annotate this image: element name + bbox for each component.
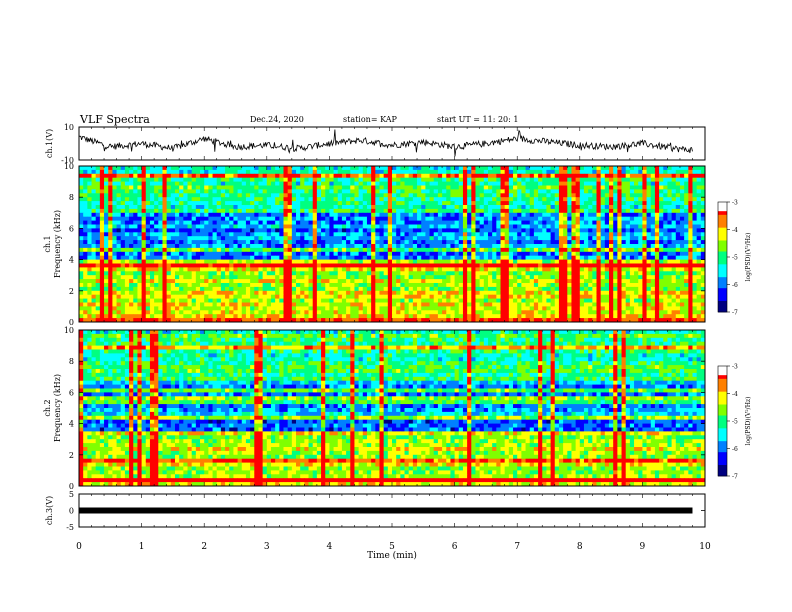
ch1-spectrogram-cells [79, 166, 706, 323]
y-tick-label: 10 [64, 162, 74, 171]
y-tick-label: 5 [69, 490, 74, 499]
y-tick-label: 8 [69, 357, 74, 366]
y-tick-label: 2 [69, 287, 74, 296]
x-axis-label: Time (min) [367, 550, 417, 561]
y-axis-label: Frequency (kHz) [53, 210, 62, 278]
x-minor-ticks [78, 166, 706, 322]
y-tick-label: 4 [69, 420, 74, 429]
ch1-trace [78, 129, 693, 157]
ch2-spectrogram-cells [79, 330, 706, 487]
y-tick-label: 10 [64, 123, 74, 132]
y-tick-label: 6 [69, 388, 74, 397]
x-tick-label: 2 [201, 542, 207, 552]
y-tick-label: 0 [69, 318, 74, 327]
x-tick-label: 0 [76, 542, 82, 552]
colorbar-tick-label: -5 [732, 419, 738, 426]
x-tick-label: 10 [699, 542, 711, 552]
y-axis-label: ch.1(V) [45, 129, 54, 158]
colorbar-tick-label: -4 [732, 227, 738, 234]
x-tick-label: 9 [640, 542, 646, 552]
y-tick-label: 4 [69, 256, 74, 265]
y-axis-label: Frequency (kHz) [53, 374, 62, 442]
ch1-waveform-frame [78, 126, 706, 161]
x-tick-label: 5 [389, 542, 395, 552]
x-tick-label: 7 [514, 542, 520, 552]
colorbar-label: log(PSD)(V²/Hz) [745, 233, 752, 282]
y-tick-label: 2 [69, 451, 74, 460]
y-axis-label: ch.3(V) [45, 496, 54, 525]
colorbar-tick-label: -5 [732, 255, 738, 262]
y-tick-label: 0 [69, 507, 74, 516]
colorbar-tick-label: -7 [732, 474, 738, 481]
x-minor-ticks [78, 330, 706, 486]
x-tick-label: 8 [577, 542, 583, 552]
y-tick-label: 10 [64, 326, 74, 335]
chart-title: VLF Spectra [80, 113, 150, 126]
colorbar-tick-label: -6 [732, 446, 738, 453]
colorbar-tick-label: -6 [732, 282, 738, 289]
colorbar-tick-label: -3 [732, 200, 738, 207]
x-tick-label: 1 [139, 542, 145, 552]
colorbar-tick-label: -4 [732, 391, 738, 398]
y-tick-label: 0 [69, 482, 74, 491]
x-minor-ticks [78, 127, 706, 160]
x-minor-ticks [78, 494, 706, 527]
colorbar-label: log(PSD)(V²/Hz) [745, 397, 752, 446]
y-axis-label: ch.2 [43, 399, 52, 416]
y-tick-label: 6 [69, 224, 74, 233]
station-label: station= KAP [343, 115, 397, 124]
start-time-label: start UT = 11: 20: 1 [437, 115, 519, 124]
y-tick-label: 8 [69, 193, 74, 202]
y-axis-label: ch.1 [43, 235, 52, 252]
x-tick-label: 6 [452, 542, 458, 552]
x-tick-label: 4 [327, 542, 333, 552]
colorbar-tick-label: -3 [732, 364, 738, 371]
colorbar [717, 365, 728, 477]
date-label: Dec.24, 2020 [250, 115, 304, 124]
x-tick-label: 3 [264, 542, 270, 552]
y-tick-label: -10 [61, 156, 74, 165]
colorbar-tick-label: -7 [732, 310, 738, 317]
y-tick-label: -5 [66, 523, 74, 532]
colorbar [717, 201, 728, 313]
